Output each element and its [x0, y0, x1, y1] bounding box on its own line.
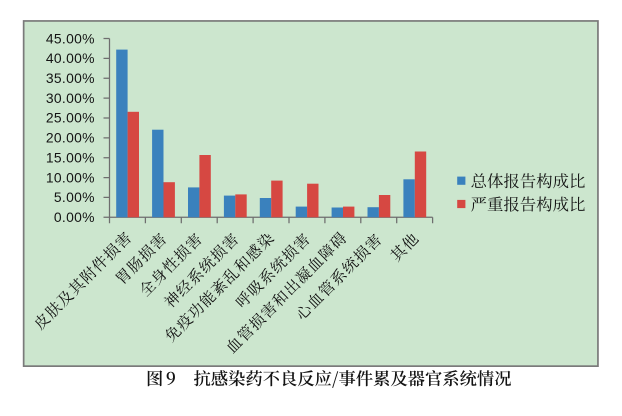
svg-text:0.00%: 0.00% [54, 209, 95, 225]
svg-text:20.00%: 20.00% [46, 130, 95, 146]
svg-text:5.00%: 5.00% [54, 189, 95, 205]
svg-text:30.00%: 30.00% [46, 90, 95, 106]
svg-text:45.00%: 45.00% [46, 30, 95, 46]
svg-text:25.00%: 25.00% [46, 110, 95, 126]
svg-text:35.00%: 35.00% [46, 70, 95, 86]
svg-text:15.00%: 15.00% [46, 149, 95, 165]
svg-text:10.00%: 10.00% [46, 169, 95, 185]
svg-text:40.00%: 40.00% [46, 50, 95, 66]
